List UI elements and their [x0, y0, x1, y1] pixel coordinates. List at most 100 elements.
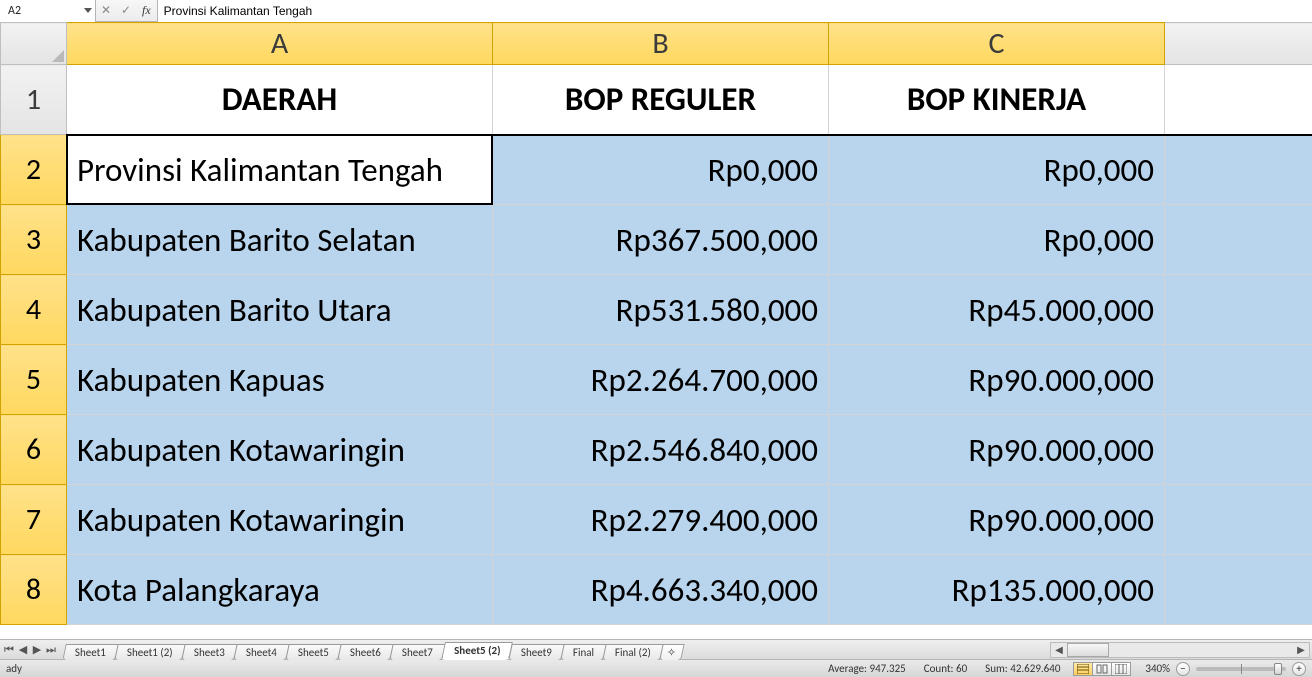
view-normal-icon[interactable]	[1073, 662, 1093, 676]
sheet-tab[interactable]: Sheet4	[233, 644, 289, 660]
scroll-left-icon[interactable]: ◀	[1051, 643, 1067, 656]
cell-C4[interactable]: Rp45.000,000	[829, 275, 1165, 345]
view-page-break-icon[interactable]	[1111, 662, 1131, 676]
row-header-3[interactable]: 3	[1, 205, 67, 275]
horizontal-scrollbar[interactable]: ◀ ▶	[1050, 642, 1310, 658]
sheet-tab[interactable]: Final	[560, 644, 607, 660]
header-bop-kinerja[interactable]: BOP KINERJA	[829, 65, 1165, 135]
cell-empty[interactable]	[1165, 415, 1312, 485]
row-header-2[interactable]: 2	[1, 135, 67, 205]
name-box-value: A2	[8, 4, 21, 18]
cell-B3[interactable]: Rp367.500,000	[493, 205, 829, 275]
cell-empty[interactable]	[1165, 485, 1312, 555]
table-row: 8 Kota Palangkaraya Rp4.663.340,000 Rp13…	[1, 555, 1312, 625]
sheet-tab[interactable]: Sheet3	[181, 644, 237, 660]
zoom-slider[interactable]	[1196, 667, 1286, 671]
formula-bar: A2 ✕ ✓ fx	[0, 0, 1312, 22]
header-bop-reguler[interactable]: BOP REGULER	[493, 65, 829, 135]
column-header-B[interactable]: B	[493, 23, 829, 65]
name-box-dropdown-icon[interactable]	[84, 8, 92, 13]
cell-empty[interactable]	[1165, 345, 1312, 415]
row-header-1[interactable]: 1	[1, 65, 67, 135]
cell-C8[interactable]: Rp135.000,000	[829, 555, 1165, 625]
cell-A8[interactable]: Kota Palangkaraya	[67, 555, 493, 625]
tab-nav-last-icon[interactable]: ⏭	[44, 643, 58, 657]
cell-B7[interactable]: Rp2.279.400,000	[493, 485, 829, 555]
new-sheet-icon[interactable]: ✧	[659, 644, 684, 660]
scroll-track[interactable]	[1067, 643, 1293, 657]
table-row: 7 Kabupaten Kotawaringin Rp2.279.400,000…	[1, 485, 1312, 555]
cell-C5[interactable]: Rp90.000,000	[829, 345, 1165, 415]
cell-empty[interactable]	[1165, 275, 1312, 345]
formula-input[interactable]	[157, 0, 1312, 22]
cell-A3[interactable]: Kabupaten Barito Selatan	[67, 205, 493, 275]
column-header-D[interactable]	[1165, 23, 1312, 65]
select-all-corner[interactable]	[1, 23, 67, 65]
cell-C7[interactable]: Rp90.000,000	[829, 485, 1165, 555]
fx-icon[interactable]: fx	[136, 3, 157, 18]
tab-nav-next-icon[interactable]: ▶	[30, 643, 44, 657]
row-header-4[interactable]: 4	[1, 275, 67, 345]
sheet-tab[interactable]: Sheet5	[285, 644, 341, 660]
cell-A7[interactable]: Kabupaten Kotawaringin	[67, 485, 493, 555]
cell-C2[interactable]: Rp0,000	[829, 135, 1165, 205]
spreadsheet-grid[interactable]: A B C 1 DAERAH BOP REGULER BOP KINERJA 2…	[0, 22, 1312, 639]
sheet-tab-label: Sheet1	[75, 646, 106, 659]
cell-A4[interactable]: Kabupaten Barito Utara	[67, 275, 493, 345]
sheet-tab[interactable]: Final (2)	[602, 644, 663, 660]
view-page-layout-icon[interactable]	[1092, 662, 1112, 676]
tab-nav-first-icon[interactable]: ⏮	[2, 643, 16, 657]
cell-empty[interactable]	[1165, 65, 1312, 135]
column-header-row: A B C	[1, 23, 1312, 65]
scroll-thumb[interactable]	[1067, 643, 1109, 657]
cell-A5[interactable]: Kabupaten Kapuas	[67, 345, 493, 415]
cell-B4[interactable]: Rp531.580,000	[493, 275, 829, 345]
sheet-tab[interactable]: Sheet7	[389, 644, 445, 660]
sheet-tabs-bar: ⏮ ◀ ▶ ⏭ Sheet1Sheet1 (2)Sheet3Sheet4Shee…	[0, 639, 1312, 659]
tab-nav-prev-icon[interactable]: ◀	[16, 643, 30, 657]
table-row: 4 Kabupaten Barito Utara Rp531.580,000 R…	[1, 275, 1312, 345]
row-header-5[interactable]: 5	[1, 345, 67, 415]
sheet-tab[interactable]: Sheet9	[508, 644, 564, 660]
row-header-8[interactable]: 8	[1, 555, 67, 625]
row-header-6[interactable]: 6	[1, 415, 67, 485]
zoom-value[interactable]: 340%	[1145, 662, 1170, 675]
sheet-tab-label: Sheet1 (2)	[127, 646, 173, 659]
cell-C3[interactable]: Rp0,000	[829, 205, 1165, 275]
sheet-tab-label: Final	[573, 646, 594, 659]
cell-A6[interactable]: Kabupaten Kotawaringin	[67, 415, 493, 485]
cell-B8[interactable]: Rp4.663.340,000	[493, 555, 829, 625]
cell-B6[interactable]: Rp2.546.840,000	[493, 415, 829, 485]
zoom-slider-knob[interactable]	[1274, 663, 1282, 675]
sheet-tab[interactable]: Sheet1 (2)	[114, 644, 185, 660]
status-sum-value: 42.629.640	[1010, 662, 1060, 675]
scroll-right-icon[interactable]: ▶	[1293, 643, 1309, 656]
zoom-out-button[interactable]: −	[1176, 662, 1190, 676]
table-row: 2 Provinsi Kalimantan Tengah Rp0,000 Rp0…	[1, 135, 1312, 205]
cell-B5[interactable]: Rp2.264.700,000	[493, 345, 829, 415]
zoom-in-button[interactable]: +	[1292, 662, 1306, 676]
tab-nav: ⏮ ◀ ▶ ⏭	[0, 643, 60, 657]
column-header-A[interactable]: A	[67, 23, 493, 65]
status-count-label: Count:	[924, 662, 954, 675]
sheet-tab-label: Sheet3	[194, 646, 225, 659]
sheet-tab-label: Sheet5 (2)	[454, 644, 500, 657]
row-header-7[interactable]: 7	[1, 485, 67, 555]
table-row: 3 Kabupaten Barito Selatan Rp367.500,000…	[1, 205, 1312, 275]
status-count-value: 60	[956, 662, 967, 675]
cell-A2-active[interactable]: Provinsi Kalimantan Tengah	[67, 135, 493, 205]
sheet-tab[interactable]: Sheet1	[62, 644, 118, 660]
cell-empty[interactable]	[1165, 205, 1312, 275]
header-daerah[interactable]: DAERAH	[67, 65, 493, 135]
name-box[interactable]: A2	[0, 0, 96, 22]
sheet-tab-label: Final (2)	[615, 646, 651, 659]
table-row: 1 DAERAH BOP REGULER BOP KINERJA	[1, 65, 1312, 135]
sheet-tab[interactable]: Sheet5 (2)	[441, 642, 513, 660]
cell-B2[interactable]: Rp0,000	[493, 135, 829, 205]
sheet-tab[interactable]: Sheet6	[337, 644, 393, 660]
cell-C6[interactable]: Rp90.000,000	[829, 415, 1165, 485]
view-buttons	[1074, 662, 1131, 676]
column-header-C[interactable]: C	[829, 23, 1165, 65]
cell-empty[interactable]	[1165, 555, 1312, 625]
cell-empty[interactable]	[1165, 135, 1312, 205]
